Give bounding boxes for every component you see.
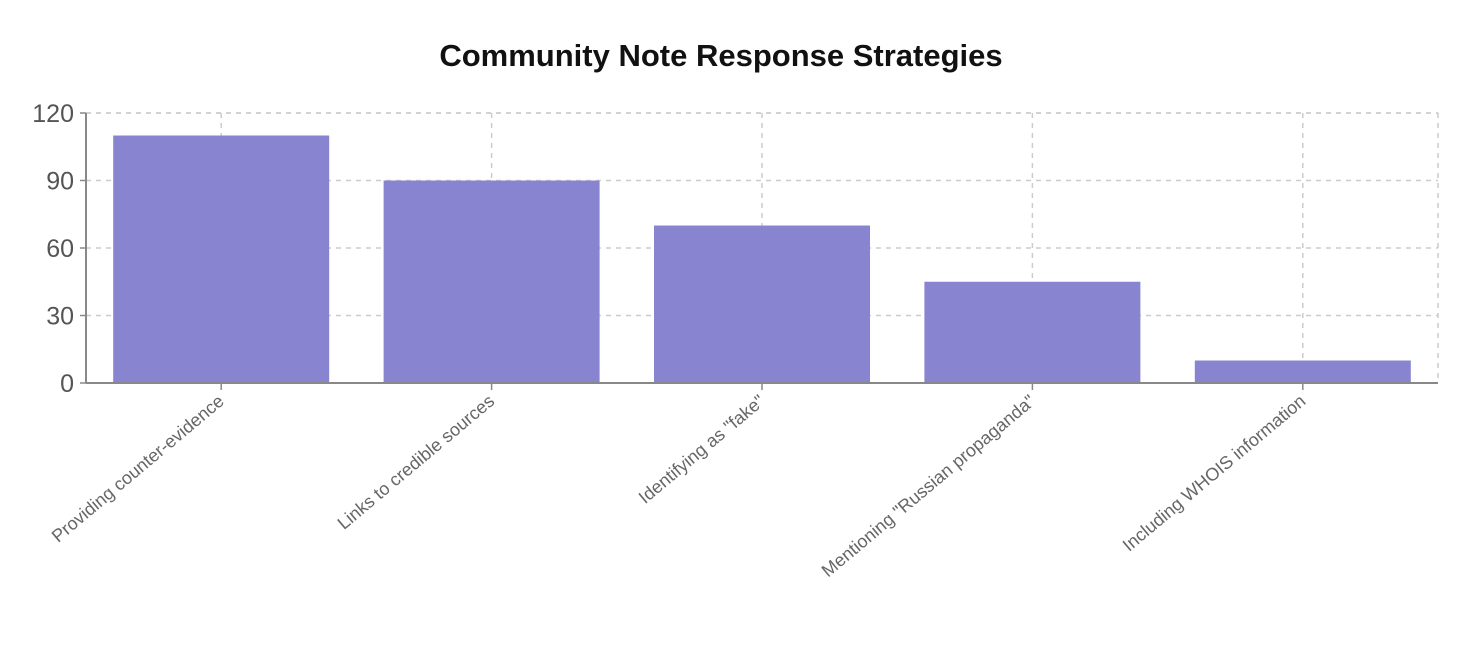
chart-title: Community Note Response Strategies: [439, 38, 1003, 73]
x-tick-label: Providing counter-evidence: [48, 391, 228, 547]
x-tick-label: Links to credible sources: [334, 391, 499, 534]
bar: [924, 281, 1141, 383]
x-tick-label: Mentioning "Russian propaganda": [818, 391, 1039, 581]
y-tick-label: 30: [46, 303, 74, 331]
y-tick-label: 120: [32, 100, 74, 128]
x-tick-label: Identifying as "fake": [635, 391, 769, 508]
bar: [1194, 360, 1411, 383]
bars: [113, 135, 1411, 383]
bar: [654, 225, 870, 383]
axes: [80, 112, 1438, 390]
bar: [113, 135, 330, 383]
bar: [383, 180, 600, 383]
y-tick-label: 0: [60, 370, 74, 398]
y-tick-label: 90: [46, 168, 74, 196]
y-tick-label: 60: [46, 235, 74, 263]
x-tick-label: Including WHOIS information: [1119, 391, 1310, 556]
